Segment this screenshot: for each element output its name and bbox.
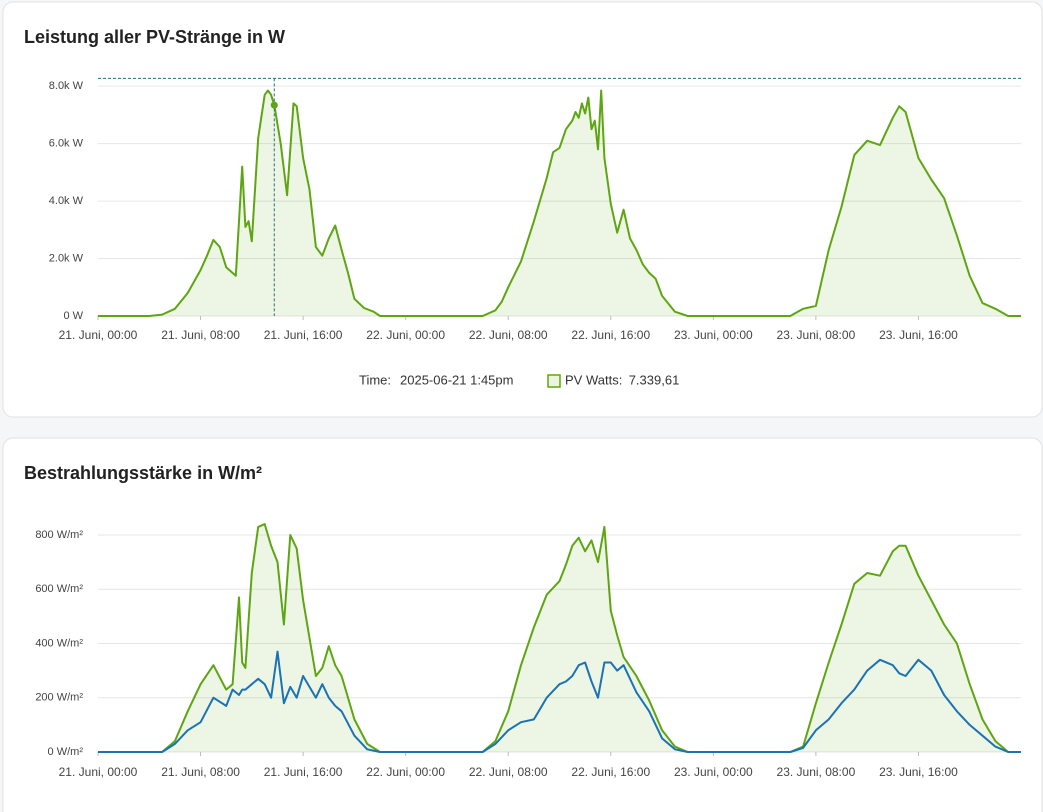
x-tick-label: 21. Juni, 00:00 [59, 765, 138, 779]
x-tick-label: 22. Juni, 16:00 [571, 765, 650, 779]
x-tick-label: 22. Juni, 16:00 [571, 328, 650, 342]
tooltip-time: 2025-06-21 1:45pm [400, 372, 513, 387]
x-tick-label: 22. Juni, 00:00 [366, 765, 445, 779]
x-tick-label: 23. Juni, 08:00 [777, 765, 856, 779]
card [2, 437, 1043, 812]
area [98, 90, 1021, 316]
x-tick-label: 23. Juni, 16:00 [879, 765, 958, 779]
x-tick-label: 21. Juni, 08:00 [161, 328, 240, 342]
x-tick-label: 23. Juni, 16:00 [879, 328, 958, 342]
legend-separator: : [619, 372, 623, 387]
line [98, 650, 1021, 753]
y-tick-label: 8.0k W [49, 80, 84, 92]
y-tick-label: 600 W/m² [35, 583, 83, 595]
y-tick-label: 0 W [63, 310, 83, 322]
x-tick-label: 22. Juni, 08:00 [469, 765, 548, 779]
legend-label: PV Watts [565, 372, 619, 387]
y-tick-label: 200 W/m² [35, 692, 83, 704]
y-tick-label: 2.0k W [49, 252, 84, 264]
y-tick-label: 400 W/m² [35, 637, 83, 649]
chart-title: Leistung aller PV-Stränge in W [24, 27, 285, 47]
x-tick-label: 23. Juni, 08:00 [777, 328, 856, 342]
y-tick-label: 0 W/m² [48, 746, 84, 758]
x-tick-label: 23. Juni, 00:00 [674, 328, 753, 342]
y-tick-label: 800 W/m² [35, 529, 83, 541]
line [98, 523, 1021, 753]
tooltip-time-label: Time: [359, 372, 391, 387]
x-tick-label: 21. Juni, 16:00 [264, 328, 343, 342]
x-tick-label: 21. Juni, 08:00 [161, 765, 240, 779]
hover-point [270, 101, 278, 109]
y-tick-label: 6.0k W [49, 138, 84, 150]
chart-title: Bestrahlungsstärke in W/m² [24, 463, 262, 483]
x-tick-label: 21. Juni, 16:00 [264, 765, 343, 779]
line [98, 89, 1021, 317]
x-tick-label: 22. Juni, 08:00 [469, 328, 548, 342]
x-tick-label: 21. Juni, 00:00 [59, 328, 138, 342]
area [98, 524, 1021, 752]
y-tick-label: 4.0k W [49, 195, 84, 207]
tooltip-value: 7.339,61 [629, 372, 680, 387]
x-tick-label: 22. Juni, 00:00 [366, 328, 445, 342]
x-tick-label: 23. Juni, 00:00 [674, 765, 753, 779]
legend-swatch [547, 374, 561, 388]
